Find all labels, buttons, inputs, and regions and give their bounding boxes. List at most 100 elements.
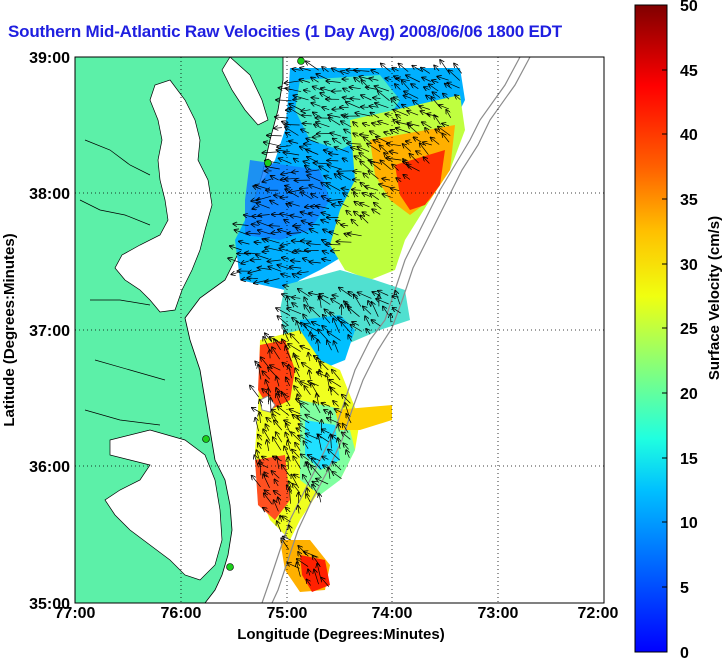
plot-frame [74,56,605,604]
velocity-arrow [390,152,399,154]
velocity-arrow [274,491,281,496]
velocity-arrow [312,459,322,470]
velocity-arrow [278,406,290,416]
velocity-arrow [322,107,330,110]
velocity-arrow [382,179,391,181]
velocity-arrow [387,144,401,146]
velocity-arrow [396,115,402,119]
velocity-arrow [247,233,261,234]
x-tick-label: 77:00 [55,605,96,622]
velocity-arrow [297,559,309,567]
velocity-arrow [335,147,349,153]
velocity-arrow [343,158,349,161]
velocity-arrow [266,380,269,388]
velocity-arrow [343,424,349,433]
velocity-arrow [393,308,401,314]
velocity-arrow [378,121,389,126]
velocity-arrow [296,228,309,235]
station-marker [297,57,305,65]
velocity-arrow [278,316,289,326]
velocity-arrow [303,475,311,488]
velocity-arrow [328,332,341,341]
colorbar-tick-label: 45 [680,63,698,80]
velocity-arrow [279,158,292,164]
velocity-arrow [281,172,292,174]
velocity-arrow [320,362,329,371]
velocity-arrow [305,415,319,422]
velocity-arrow [314,401,321,414]
velocity-arrow [424,87,430,90]
velocity-arrow [285,127,299,136]
velocity-arrow [324,176,333,179]
velocity-arrow [318,330,329,341]
velocity-arrow [324,142,332,145]
velocity-arrow [375,86,390,92]
velocity-arrow [348,335,351,342]
velocity-arrow [288,344,301,352]
colorbar-tick-label: 40 [680,127,698,144]
colorbar-tick-label: 10 [680,515,698,532]
velocity-arrow [346,211,353,217]
velocity-arrow [411,84,419,89]
velocity-arrow [342,189,349,190]
velocity-arrow [299,424,310,431]
velocity-arrow [361,95,372,101]
y-tick-label: 35:00 [29,596,70,613]
velocity-arrow [311,194,319,198]
velocity-arrow [309,224,320,225]
velocity-arrow [316,479,329,485]
velocity-arrow [421,68,430,74]
river-lines [79,139,166,426]
velocity-arrow [328,165,342,170]
velocity-arrow [284,331,290,342]
velocity-arrow [259,413,260,424]
velocity-arrow [352,322,360,325]
velocity-arrow [368,301,371,308]
velocity-arrow [347,143,361,144]
velocity-arrow [257,195,271,200]
velocity-arrow [367,144,381,152]
velocity-arrow [277,146,291,147]
velocity-arrow [338,424,339,432]
velocity-arrow [323,315,331,324]
velocity-arrow [395,291,401,305]
velocity-arrow [313,113,322,119]
velocity-arrow [270,201,279,206]
velocity-arrow [280,214,290,216]
velocity-arrow [322,403,331,406]
velocity-arrow [291,261,301,262]
velocity-arrow [391,188,400,190]
velocity-arrow [393,110,409,117]
velocity-arrow [329,118,341,126]
velocity-arrow [301,381,312,387]
velocity-arrow [316,206,330,209]
velocity-arrow [403,144,412,152]
velocity-arrow [294,96,309,101]
velocity-arrow [343,443,349,450]
velocity-arrow [319,166,330,173]
velocity-arrow [268,260,281,262]
velocity-arrow [342,395,351,404]
velocity-arrow [329,154,339,155]
velocity-arrow [266,418,272,423]
x-tick-label: 75:00 [267,605,308,622]
velocity-arrow [271,398,272,414]
velocity-arrow [309,213,319,216]
velocity-arrow [425,128,429,134]
velocity-arrow [346,414,352,424]
velocity-arrow [291,475,300,489]
velocity-arrow [289,203,300,207]
velocity-arrow [286,508,291,512]
velocity-arrow [289,108,302,116]
velocity-arrow [370,131,380,137]
velocity-arrow [365,316,371,326]
velocity-arrow [326,81,341,83]
velocity-arrow [292,171,299,172]
velocity-arrow [442,124,450,126]
velocity-arrow [286,133,292,136]
x-tick-label: 73:00 [478,605,519,622]
velocity-arrow [343,193,349,197]
velocity-arrow [354,70,370,71]
velocity-arrow [282,465,291,477]
